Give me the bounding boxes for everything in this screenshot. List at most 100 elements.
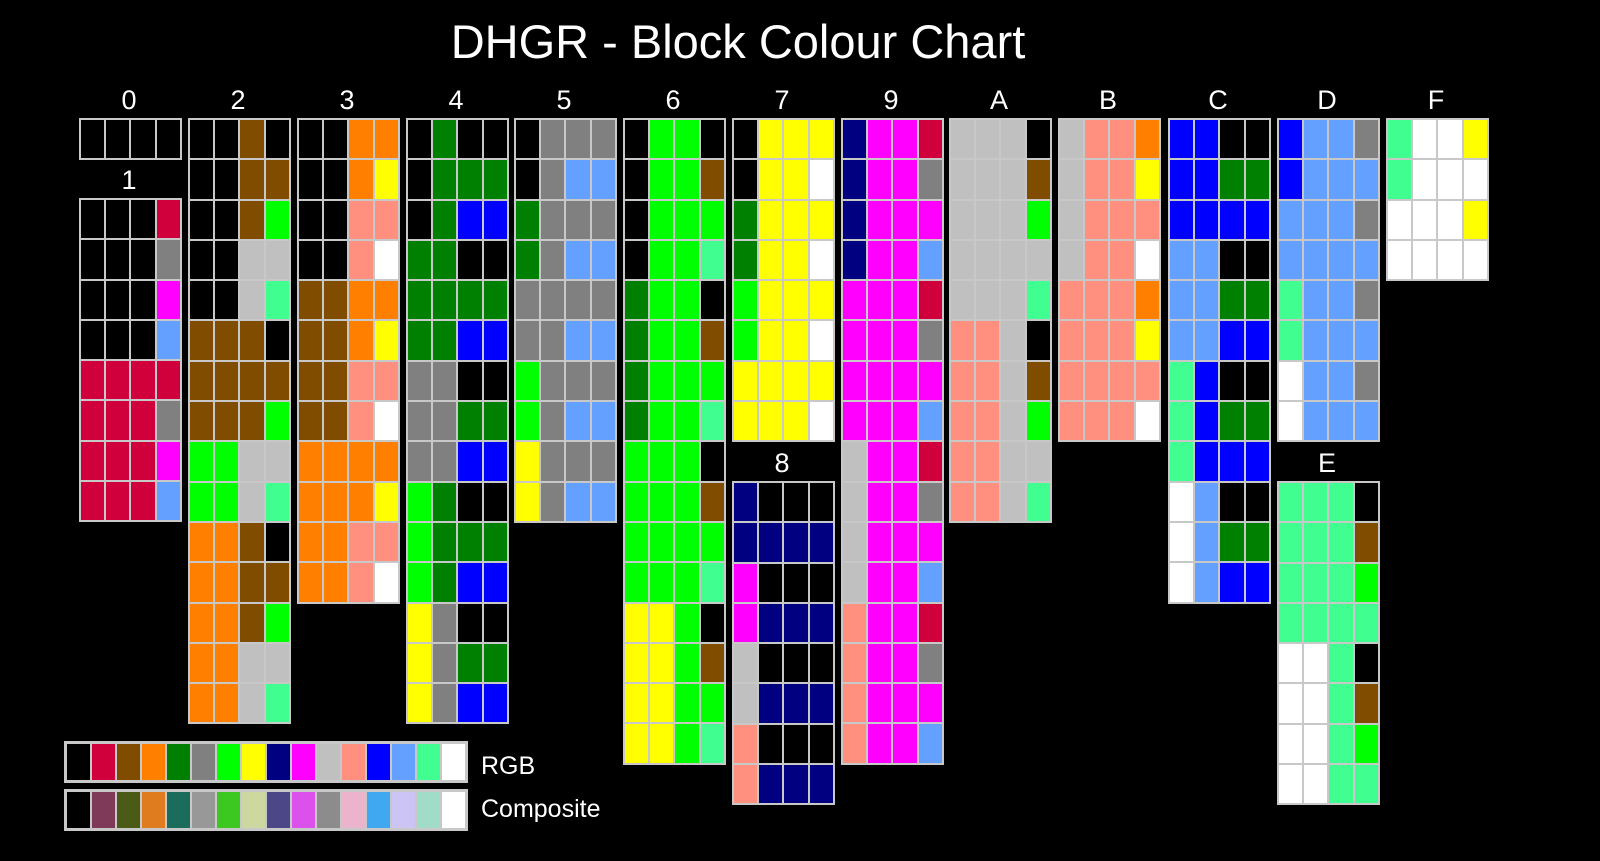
colour-cell (699, 683, 725, 724)
colour-cell (80, 400, 106, 441)
colour-cell (1437, 239, 1463, 281)
colour-cell (432, 360, 458, 402)
colour-cell (348, 119, 374, 160)
colour-cell (867, 320, 893, 361)
colour-cell (1169, 199, 1195, 240)
colour-cell (348, 481, 374, 522)
rgb-swatch (291, 743, 316, 781)
colour-cell (1194, 239, 1220, 281)
colour-cell (783, 119, 809, 160)
colour-cell (298, 239, 324, 281)
colour-cell (1169, 481, 1195, 522)
colour-cell (842, 199, 868, 240)
colour-cell (432, 239, 458, 281)
composite-swatch (91, 791, 116, 829)
colour-block-group (188, 118, 291, 725)
composite-legend-label: Composite (481, 795, 601, 823)
colour-cell (1412, 239, 1438, 281)
colour-cell (515, 159, 541, 200)
colour-cell (1303, 723, 1329, 765)
colour-cell (432, 441, 458, 482)
composite-swatch (291, 791, 316, 829)
colour-cell (189, 642, 215, 684)
colour-cell (214, 360, 240, 402)
colour-cell (239, 320, 265, 361)
group-label: D (1317, 85, 1337, 115)
colour-cell (457, 441, 483, 482)
colour-cell (298, 401, 324, 442)
colour-cell (1025, 280, 1051, 321)
colour-cell (323, 441, 349, 482)
colour-cell (892, 723, 918, 764)
colour-cell (867, 441, 893, 482)
colour-cell (733, 764, 759, 805)
colour-cell (1462, 239, 1488, 281)
colour-cell (189, 562, 215, 603)
colour-cell (649, 360, 675, 402)
colour-cell (975, 481, 1001, 522)
colour-cell (565, 239, 591, 281)
colour-cell (298, 119, 324, 160)
colour-cell (239, 642, 265, 684)
colour-cell (130, 119, 156, 160)
colour-cell (1169, 441, 1195, 482)
colour-cell (699, 320, 725, 361)
colour-cell (565, 441, 591, 482)
colour-cell (867, 239, 893, 281)
colour-cell (1278, 602, 1304, 644)
colour-cell (1109, 320, 1135, 361)
colour-cell (1437, 159, 1463, 200)
colour-cell (239, 280, 265, 321)
colour-cell (515, 280, 541, 321)
colour-cell (808, 723, 834, 765)
colour-cell (733, 723, 759, 765)
colour-cell (407, 481, 433, 522)
colour-cell (733, 239, 759, 281)
colour-cell (699, 441, 725, 482)
colour-cell (189, 602, 215, 643)
colour-cell (917, 401, 943, 442)
colour-cell (1244, 199, 1270, 240)
group-label: 0 (121, 85, 137, 115)
colour-cell (407, 159, 433, 200)
colour-cell (515, 401, 541, 442)
colour-cell (565, 320, 591, 361)
colour-cell (649, 723, 675, 764)
colour-cell (649, 320, 675, 361)
colour-cell (298, 481, 324, 522)
colour-cell (540, 320, 566, 361)
colour-cell (130, 400, 156, 441)
colour-cell (373, 239, 399, 281)
colour-cell (842, 239, 868, 281)
colour-cell (1353, 683, 1379, 724)
colour-cell (432, 521, 458, 563)
colour-cell (1303, 683, 1329, 724)
colour-cell (758, 723, 784, 765)
colour-cell (565, 119, 591, 160)
colour-cell (407, 239, 433, 281)
colour-cell (842, 562, 868, 603)
colour-cell (264, 401, 290, 442)
colour-cell (1219, 320, 1245, 361)
colour-cell (624, 521, 650, 563)
colour-cell (515, 320, 541, 361)
colour-cell (733, 643, 759, 684)
colour-cell (699, 401, 725, 442)
colour-cell (892, 642, 918, 684)
colour-cell (917, 320, 943, 361)
colour-cell (1194, 119, 1220, 160)
colour-cell (699, 723, 725, 764)
colour-cell (699, 239, 725, 281)
colour-cell (758, 239, 784, 281)
colour-cell (1303, 320, 1329, 361)
colour-cell (80, 119, 106, 160)
colour-cell (1244, 239, 1270, 281)
colour-cell (214, 401, 240, 442)
colour-cell (674, 602, 700, 643)
colour-cell (1219, 562, 1245, 603)
colour-cell (892, 239, 918, 281)
colour-cell (842, 119, 868, 160)
colour-cell (1109, 199, 1135, 240)
colour-cell (540, 239, 566, 281)
colour-cell (758, 482, 784, 523)
